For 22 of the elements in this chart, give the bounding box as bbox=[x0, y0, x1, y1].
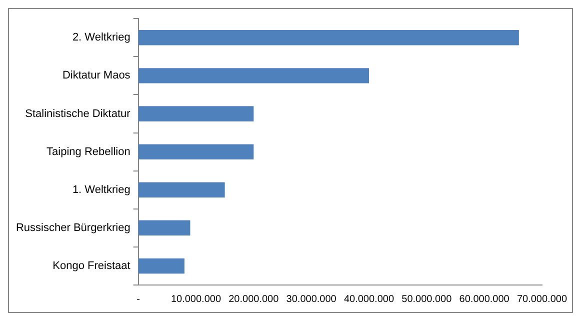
x-tick-label: 30.000.000 bbox=[286, 294, 337, 305]
x-tick-label: 40.000.000 bbox=[344, 294, 394, 305]
bar bbox=[138, 68, 369, 84]
x-tick-label: 50.000.000 bbox=[402, 294, 452, 305]
y-tick-label: 2. Weltkrieg bbox=[72, 32, 130, 44]
x-tick-label: - bbox=[136, 294, 140, 305]
bar bbox=[138, 106, 254, 122]
x-tick-label: 10.000.000 bbox=[170, 294, 222, 305]
bar bbox=[138, 220, 190, 236]
y-tick-label: Taiping Rebellion bbox=[46, 146, 130, 158]
x-tick-label: 60.000.000 bbox=[459, 294, 510, 305]
y-tick-label: 1. Weltkrieg bbox=[72, 184, 130, 196]
y-tick-label: Kongo Freistaat bbox=[52, 260, 130, 272]
bar bbox=[138, 30, 519, 46]
bar bbox=[138, 182, 225, 198]
x-tick-label: 20.000.000 bbox=[228, 294, 280, 305]
bar bbox=[138, 258, 184, 274]
y-tick-label: Stalinistische Diktatur bbox=[25, 108, 131, 120]
x-tick-label: 70.000.000 bbox=[516, 294, 568, 305]
y-tick-label: Russischer Bürgerkrieg bbox=[16, 222, 130, 234]
y-tick-label: Diktatur Maos bbox=[62, 70, 131, 82]
bar bbox=[138, 144, 254, 160]
